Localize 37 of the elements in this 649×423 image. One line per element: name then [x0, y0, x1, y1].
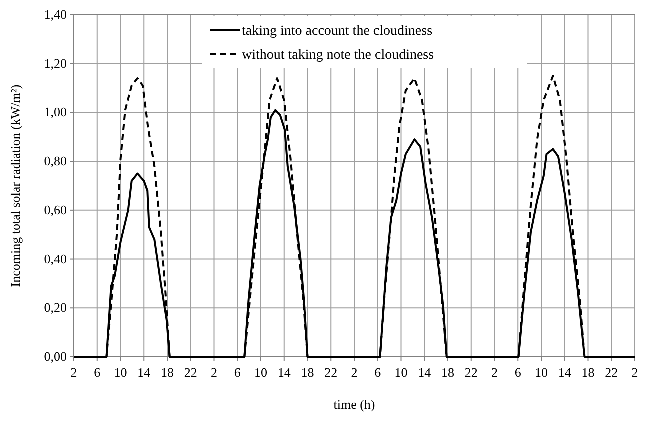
y-axis-title: Incoming total solar radiation (kW/m²) [8, 84, 23, 288]
y-tick-label: 0,40 [44, 251, 67, 266]
x-tick-label: 22 [464, 365, 478, 380]
x-tick-label: 10 [254, 365, 268, 380]
x-tick-label: 18 [301, 365, 314, 380]
x-tick-label: 6 [234, 365, 242, 380]
x-tick-label: 18 [161, 365, 174, 380]
x-tick-label: 2 [211, 365, 218, 380]
x-tick-label: 6 [94, 365, 102, 380]
y-tick-label: 0,00 [44, 349, 67, 364]
x-tick-label: 10 [535, 365, 548, 380]
x-tick-label: 2 [492, 365, 498, 380]
y-tick-label: 1,20 [44, 56, 67, 71]
x-tick-label: 14 [558, 365, 572, 380]
x-tick-label: 14 [278, 365, 292, 380]
y-tick-label: 0,80 [44, 154, 67, 169]
x-tick-label: 18 [582, 365, 595, 380]
legend-label: without taking note the cloudiness [242, 48, 434, 63]
y-tick-label: 0,60 [44, 202, 67, 218]
x-tick-label: 10 [394, 365, 408, 380]
x-tick-label: 14 [418, 365, 432, 380]
x-tick-label: 10 [114, 365, 128, 380]
y-tick-label: 0,20 [44, 300, 67, 316]
y-tick-label: 1,40 [44, 7, 67, 22]
x-tick-label: 14 [138, 365, 152, 380]
x-axis-title: time (h) [334, 397, 376, 412]
x-tick-label: 2 [632, 365, 638, 380]
y-tick-label: 1,00 [44, 104, 67, 120]
x-tick-label: 22 [605, 365, 618, 380]
x-tick-label: 22 [184, 365, 198, 380]
x-tick-label: 2 [351, 365, 358, 380]
x-tick-label: 6 [374, 365, 382, 380]
legend-label: taking into account the cloudiness [242, 24, 433, 39]
x-tick-label: 6 [514, 365, 522, 380]
x-tick-label: 22 [324, 365, 338, 380]
x-tick-label: 18 [442, 365, 454, 380]
x-tick-label: 2 [70, 365, 78, 380]
